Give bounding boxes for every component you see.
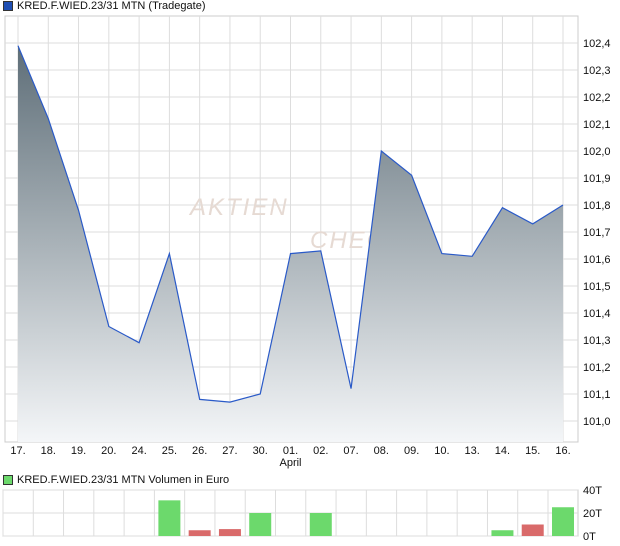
- y-tick-label: 101,8: [583, 200, 611, 212]
- volume-y-tick-label: 0T: [583, 531, 596, 543]
- x-tick-label: 25.: [162, 445, 177, 457]
- price-area-fill: [18, 45, 563, 442]
- y-tick-label: 101,1: [583, 389, 611, 401]
- volume-y-tick-label: 20T: [583, 508, 602, 520]
- volume-bar: [491, 530, 514, 536]
- x-tick-label: 02.: [313, 445, 328, 457]
- volume-y-tick-label: 40T: [583, 485, 602, 497]
- x-tick-label: 07.: [343, 445, 358, 457]
- volume-bar: [188, 530, 211, 536]
- volume-legend: KRED.F.WIED.23/31 MTN Volumen in Euro: [3, 474, 229, 486]
- x-tick-label: 27.: [222, 445, 237, 457]
- y-tick-label: 101,0: [583, 416, 611, 428]
- price-legend-swatch: [3, 1, 13, 11]
- x-tick-label: 08.: [374, 445, 389, 457]
- y-tick-label: 102,4: [583, 38, 611, 50]
- volume-bar: [309, 513, 332, 536]
- volume-bar: [249, 513, 272, 536]
- y-tick-label: 101,3: [583, 335, 611, 347]
- y-tick-label: 102,3: [583, 65, 611, 77]
- y-tick-label: 101,6: [583, 254, 611, 266]
- volume-bar: [218, 529, 241, 536]
- x-tick-label: 24.: [131, 445, 146, 457]
- watermark-logo: AKTIEN: [188, 194, 289, 221]
- x-sublabel: April: [279, 457, 301, 469]
- y-tick-label: 101,4: [583, 308, 611, 320]
- y-tick-label: 101,2: [583, 362, 611, 374]
- volume-bar: [521, 524, 544, 536]
- y-tick-label: 101,5: [583, 281, 611, 293]
- x-tick-label: 16.: [555, 445, 570, 457]
- x-tick-label: 15.: [525, 445, 540, 457]
- volume-bar: [552, 507, 574, 536]
- x-tick-label: 26.: [192, 445, 207, 457]
- volume-legend-label: KRED.F.WIED.23/31 MTN Volumen in Euro: [17, 474, 230, 486]
- x-tick-label: 01.: [283, 445, 298, 457]
- x-tick-label: 17.: [10, 445, 25, 457]
- y-tick-label: 101,9: [583, 173, 611, 185]
- x-tick-label: 18.: [41, 445, 56, 457]
- y-tick-label: 102,1: [583, 119, 611, 131]
- price-legend-label: KRED.F.WIED.23/31 MTN (Tradegate): [17, 0, 206, 12]
- y-tick-label: 102,2: [583, 92, 611, 104]
- x-tick-label: 10.: [434, 445, 449, 457]
- x-tick-label: 13.: [465, 445, 480, 457]
- volume-bar: [158, 500, 181, 536]
- x-tick-label: 14.: [495, 445, 510, 457]
- x-tick-label: 09.: [404, 445, 419, 457]
- y-tick-label: 102,0: [583, 146, 611, 158]
- y-tick-label: 101,7: [583, 227, 611, 239]
- x-tick-label: 30.: [253, 445, 268, 457]
- volume-legend-swatch: [3, 475, 13, 485]
- x-tick-label: 19.: [71, 445, 86, 457]
- price-legend: KRED.F.WIED.23/31 MTN (Tradegate): [3, 0, 205, 12]
- x-tick-label: 20.: [101, 445, 116, 457]
